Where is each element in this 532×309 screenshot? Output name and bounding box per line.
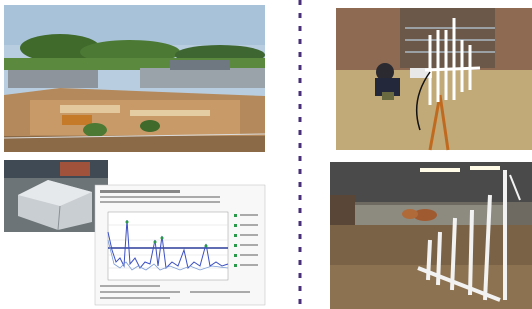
spectrum-screenshot bbox=[95, 185, 265, 305]
page bbox=[0, 0, 532, 309]
photo-metal-box bbox=[4, 160, 108, 232]
collage bbox=[0, 0, 532, 309]
photo-antenna-field bbox=[336, 8, 532, 150]
photo-antenna-barn bbox=[330, 162, 532, 309]
photo-farm-landscape bbox=[4, 5, 265, 152]
